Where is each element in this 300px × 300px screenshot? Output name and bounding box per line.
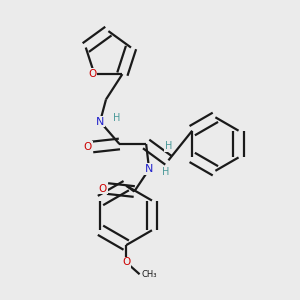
Text: N: N: [96, 117, 104, 127]
Text: CH₃: CH₃: [141, 270, 157, 279]
Text: O: O: [84, 142, 92, 152]
Text: N: N: [145, 164, 153, 174]
Text: O: O: [99, 184, 107, 194]
Text: O: O: [122, 257, 130, 267]
Text: H: H: [162, 167, 169, 177]
Text: O: O: [88, 69, 96, 79]
Text: H: H: [113, 113, 120, 123]
Text: H: H: [165, 141, 172, 151]
